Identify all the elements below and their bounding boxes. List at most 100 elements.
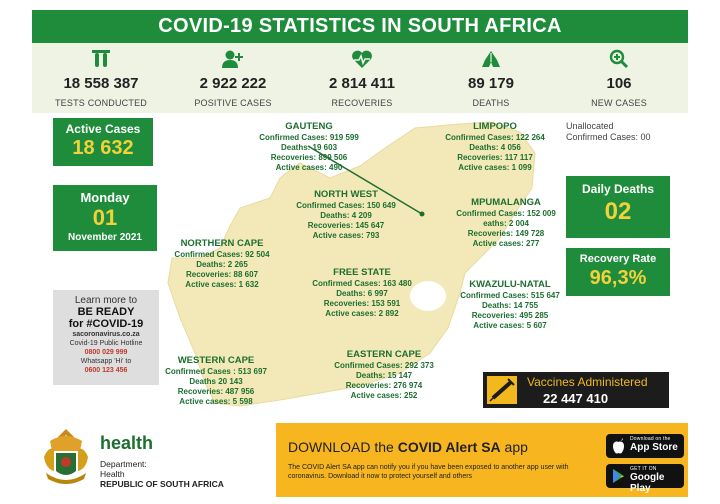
province-gauteng: GAUTENG Confirmed Cases: 919 599 Deaths:… — [254, 122, 364, 173]
department-text: Department: Health REPUBLIC OF SOUTH AFR… — [100, 459, 224, 489]
province-line: Deaths: 14 755 — [481, 301, 539, 310]
province-line: Active cases: 793 — [312, 231, 380, 240]
recovery-rate-label: Recovery Rate — [579, 253, 657, 265]
be-ready-box: Learn more to BE READY for #COVID-19 sac… — [53, 290, 159, 385]
praying-hands-icon — [426, 47, 556, 71]
province-line: Deaths 20 143 — [189, 377, 243, 386]
stat-label: POSITIVE CASES — [194, 98, 272, 108]
province-line: Deaths: 6 997 — [336, 289, 388, 298]
province-line: Deaths: 4 056 — [469, 143, 521, 152]
recovery-rate-box: Recovery Rate 96,3% — [566, 248, 670, 296]
province-northern-cape: NORTHERN CAPE Confirmed Cases: 92 504 De… — [168, 239, 276, 290]
province-line: Confirmed Cases: 292 373 — [334, 361, 434, 370]
province-line: Recoveries: 276 974 — [345, 381, 423, 390]
province-line: eaths: 2 004 — [483, 219, 529, 228]
hotline-number: 0800 029 999 — [84, 349, 128, 356]
province-north-west: NORTH WEST Confirmed Cases: 150 649 Deat… — [290, 190, 402, 241]
province-line: Active cases: 277 — [472, 239, 540, 248]
date-box: Monday 01 November 2021 — [53, 185, 157, 251]
province-line: Deaths: 15 147 — [355, 371, 413, 380]
app-store-button[interactable]: Download on the App Store — [606, 434, 684, 458]
stat-value: 106 — [606, 75, 632, 92]
map-outline — [167, 121, 536, 407]
unallocated-label: Unallocated — [566, 121, 614, 131]
province-name: GAUTENG — [285, 121, 333, 132]
province-line: Recoveries: 495 285 — [471, 311, 549, 320]
province-line: Confirmed Cases: 152 009 — [456, 209, 556, 218]
department-label: Department: — [100, 459, 147, 469]
stat-tests: 18 558 387 TESTS CONDUCTED — [36, 43, 166, 108]
stat-positive: 2 922 222 POSITIVE CASES — [168, 43, 298, 108]
coat-of-arms-icon — [40, 427, 92, 489]
app-download-banner: DOWNLOAD the COVID Alert SA app The COVI… — [276, 423, 688, 497]
google-play-button[interactable]: GET IT ON Google Play — [606, 464, 684, 494]
province-limpopo: LIMPOPO Confirmed Cases: 122 264 Deaths:… — [440, 122, 550, 173]
daily-deaths-box: Daily Deaths 02 — [566, 176, 670, 238]
province-line: Active cases: 1 632 — [185, 280, 259, 289]
province-line: Confirmed Cases: 150 649 — [296, 201, 396, 210]
unallocated-info: Unallocated Confirmed Cases: 00 — [566, 121, 651, 143]
province-line: Confirmed Cases: 122 264 — [445, 133, 545, 142]
whatsapp-number: 0600 123 456 — [84, 367, 128, 374]
banner-title-post: app — [500, 439, 528, 455]
date-number: 01 — [92, 205, 118, 230]
magnifier-plus-icon — [554, 47, 684, 71]
province-line: Confirmed Cases: 919 599 — [259, 133, 359, 142]
unallocated-value: Confirmed Cases: 00 — [566, 132, 651, 142]
app-store-label: App Store — [630, 442, 678, 453]
vaccines-box: Vaccines Administered 22 447 410 — [483, 372, 669, 408]
daily-deaths-label: Daily Deaths — [581, 182, 655, 196]
province-line: Recoveries: 88 607 — [185, 270, 259, 279]
department-name: Health — [100, 469, 125, 479]
banner-title-app: COVID Alert SA — [397, 439, 501, 455]
province-name: FREE STATE — [333, 267, 391, 278]
province-mpumalanga: MPUMALANGA Confirmed Cases: 152 009 eath… — [450, 198, 562, 249]
south-africa-map — [160, 118, 610, 418]
province-name: MPUMALANGA — [471, 197, 541, 208]
stat-value: 18 558 387 — [63, 75, 139, 92]
province-line: Confirmed Cases : 513 697 — [165, 367, 267, 376]
province-free-state: FREE STATE Confirmed Cases: 163 480 Deat… — [306, 268, 418, 319]
province-line: Active cases: 2 892 — [325, 309, 399, 318]
province-eastern-cape: EASTERN CAPE Confirmed Cases: 292 373 De… — [328, 350, 440, 401]
active-cases-value: 18 632 — [72, 137, 134, 159]
province-line: Confirmed Cases: 515 647 — [460, 291, 560, 300]
stats-panel: 18 558 387 TESTS CONDUCTED 2 922 222 POS… — [32, 43, 688, 113]
whatsapp-label: Whatsapp 'Hi' to — [80, 358, 132, 365]
republic-name: REPUBLIC OF SOUTH AFRICA — [100, 479, 224, 489]
app-store-small: Download on the — [630, 436, 671, 442]
vaccines-label: Vaccines Administered — [527, 375, 648, 389]
province-line: Active cases: 252 — [350, 391, 418, 400]
be-ready-site[interactable]: sacoronavirus.co.za — [72, 331, 140, 338]
daily-deaths-value: 02 — [604, 198, 632, 225]
apple-icon — [611, 438, 626, 454]
province-line: Recoveries: 487 956 — [177, 387, 255, 396]
stat-recoveries: 2 814 411 RECOVERIES — [297, 43, 427, 108]
province-line: Deaths: 4 209 — [320, 211, 372, 220]
gauteng-dot — [419, 211, 425, 217]
province-line: Deaths: 2 265 — [196, 260, 248, 269]
active-cases-label: Active Cases — [65, 122, 141, 136]
active-cases-box: Active Cases 18 632 — [53, 118, 153, 166]
add-person-icon — [168, 47, 298, 71]
google-play-small: GET IT ON — [630, 466, 657, 472]
stat-value: 2 922 222 — [199, 75, 267, 92]
stat-label: NEW CASES — [591, 98, 647, 108]
play-icon — [611, 468, 626, 484]
date-day: Monday — [80, 190, 130, 205]
stat-label: TESTS CONDUCTED — [54, 98, 147, 108]
province-line: Active cases: 490 — [275, 163, 343, 172]
be-ready-line2: BE READY — [77, 306, 135, 318]
health-department-logo: health Department: Health REPUBLIC OF SO… — [40, 425, 240, 497]
stat-value: 89 179 — [468, 75, 514, 92]
vaccines-value: 22 447 410 — [543, 391, 609, 406]
be-ready-line1: Learn more to — [74, 295, 138, 306]
province-name: NORTHERN CAPE — [180, 238, 264, 249]
province-line: Recoveries: 145 647 — [307, 221, 385, 230]
stat-new-cases: 106 NEW CASES — [554, 43, 684, 108]
be-ready-line3: for #COVID-19 — [68, 318, 144, 330]
stat-value: 2 814 411 — [329, 75, 395, 92]
province-kwazulu-natal: KWAZULU-NATAL Confirmed Cases: 515 647 D… — [452, 280, 568, 331]
province-name: WESTERN CAPE — [177, 355, 255, 366]
province-line: Recoveries: 117 117 — [457, 153, 533, 162]
